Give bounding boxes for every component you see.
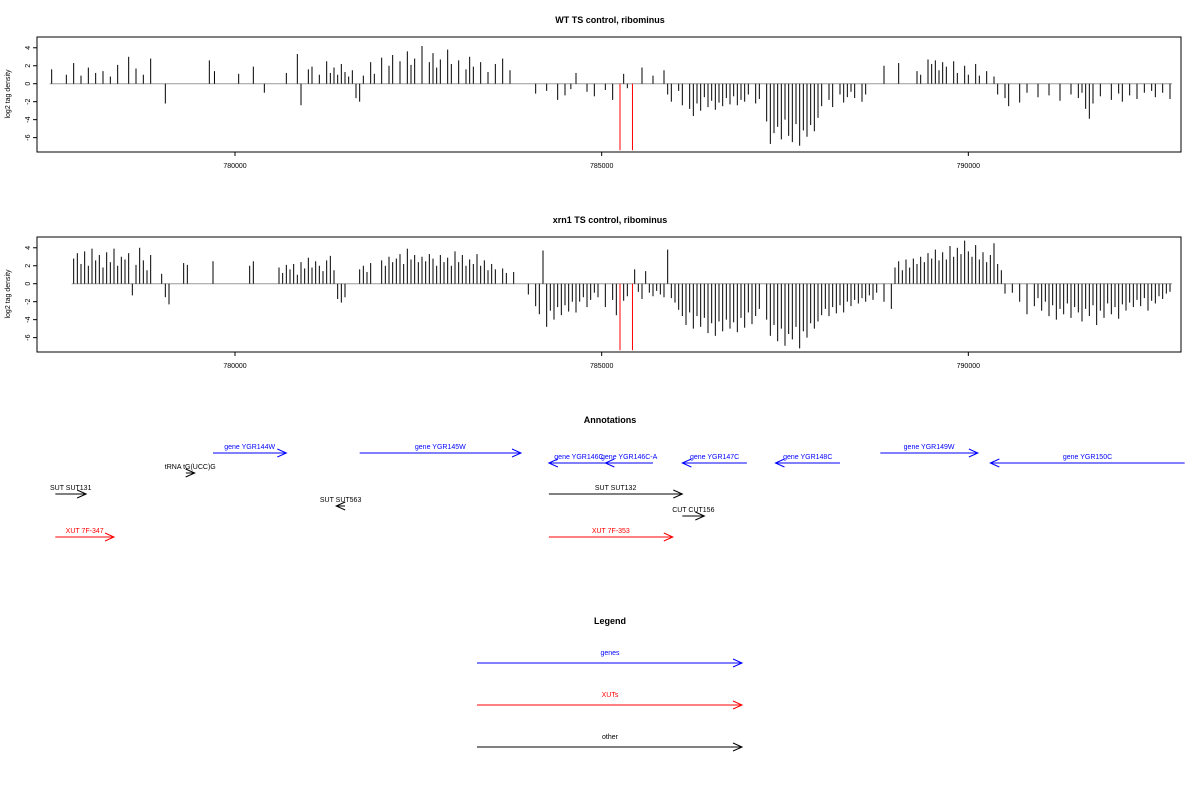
feature-arrow: gene YGR148C — [774, 454, 840, 468]
feature-label: gene YGR149W — [904, 444, 955, 451]
x-axis: 780000 785000 790000 — [223, 152, 980, 170]
feature-label: CUT CUT156 — [672, 507, 714, 514]
legend-item: other — [477, 734, 744, 752]
y-tick-label: 4 — [25, 246, 32, 250]
feature-label: XUT 7F-347 — [66, 528, 104, 535]
feature-arrow: gene YGR149W — [880, 444, 980, 458]
feature-label: XUT 7F-353 — [592, 528, 630, 535]
annotations-title: Annotations — [584, 415, 637, 425]
feature-arrow: gene YGR150C — [989, 454, 1185, 468]
x-tick-label: 780000 — [223, 163, 246, 170]
y-tick-label: 2 — [25, 64, 32, 68]
feature-label: gene YGR150C — [1063, 454, 1112, 461]
y-tick-label: 2 — [25, 264, 32, 268]
y-axis: 4 2 0 -2 -4 -6 — [25, 46, 37, 141]
y-tick-label: -6 — [25, 134, 32, 140]
xrn1-density-panel: xrn1 TS control, ribominus log2 tag dens… — [5, 215, 1182, 370]
panel-title: WT TS control, ribominus — [555, 15, 665, 25]
feature-label: gene YGR148C — [783, 454, 832, 461]
feature-arrow: gene YGR146C-A — [601, 454, 658, 468]
y-axis: 4 2 0 -2 -4 -6 — [25, 246, 37, 341]
feature-label: SUT SUT132 — [595, 485, 637, 492]
feature-arrow: tRNA tG(UCC)G — [165, 464, 216, 478]
wt-density-panel: WT TS control, ribominus log2 tag densit… — [5, 15, 1182, 170]
feature-arrow: SUT SUT563 — [320, 497, 362, 511]
y-tick-label: -4 — [25, 316, 32, 322]
feature-arrow: gene YGR144W — [213, 444, 288, 458]
y-tick-label: 4 — [25, 46, 32, 50]
feature-arrow: gene YGR145W — [359, 444, 523, 458]
feature-arrow: CUT CUT156 — [672, 507, 715, 521]
y-tick-label: 0 — [25, 282, 32, 286]
y-tick-label: -4 — [25, 116, 32, 122]
feature-arrow: SUT SUT132 — [548, 485, 684, 499]
bars — [49, 45, 1172, 146]
x-axis: 780000 785000 790000 — [223, 352, 980, 370]
feature-arrow: SUT SUT131 — [50, 485, 92, 499]
legend-item: genes — [477, 650, 744, 668]
y-tick-label: -2 — [25, 98, 32, 104]
legend: Legend genes XUTs other — [477, 616, 744, 752]
legend-items: genes XUTs other — [477, 650, 744, 752]
x-tick-label: 785000 — [590, 163, 613, 170]
y-tick-label: -6 — [25, 334, 32, 340]
feature-label: gene YGR146C — [554, 454, 603, 461]
y-axis-label: log2 tag density — [5, 69, 12, 119]
y-tick-label: 0 — [25, 82, 32, 86]
feature-label: tRNA tG(UCC)G — [165, 464, 216, 471]
feature-label: gene YGR146C-A — [601, 454, 658, 461]
feature-label: gene YGR147C — [690, 454, 739, 461]
legend-title: Legend — [594, 616, 626, 626]
feature-arrow: XUT 7F-353 — [548, 528, 675, 542]
feature-label: gene YGR145W — [415, 444, 466, 451]
feature-arrow: XUT 7F-347 — [55, 528, 116, 542]
feature-arrow: gene YGR146C — [547, 454, 609, 468]
legend-label: XUTs — [602, 692, 619, 699]
plot-frame — [36, 36, 1182, 153]
x-tick-label: 785000 — [590, 363, 613, 370]
legend-item: XUTs — [477, 692, 744, 710]
highlight-lines — [619, 283, 633, 351]
bars — [71, 240, 1172, 349]
legend-label: other — [602, 734, 619, 741]
x-tick-label: 790000 — [957, 163, 980, 170]
x-tick-label: 780000 — [223, 363, 246, 370]
feature-arrow: gene YGR147C — [681, 454, 747, 468]
feature-label: SUT SUT563 — [320, 497, 362, 504]
plot-frame — [36, 236, 1182, 353]
feature-label: SUT SUT131 — [50, 485, 92, 492]
panel-title: xrn1 TS control, ribominus — [553, 215, 668, 225]
legend-label: genes — [600, 650, 620, 657]
y-tick-label: -2 — [25, 298, 32, 304]
y-axis-label: log2 tag density — [5, 269, 12, 319]
feature-label: gene YGR144W — [224, 444, 275, 451]
x-tick-label: 790000 — [957, 363, 980, 370]
highlight-lines — [619, 83, 633, 151]
annotations-track: Annotations gene YGR144W gene YGR145W gene… — [50, 415, 1185, 542]
